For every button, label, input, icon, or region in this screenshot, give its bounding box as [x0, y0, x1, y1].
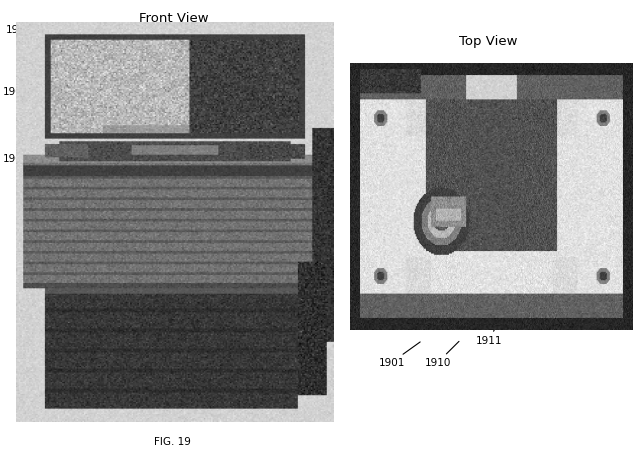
Text: Front View: Front View	[139, 12, 208, 25]
Text: 1909: 1909	[38, 206, 65, 216]
Text: FIG. 19: FIG. 19	[153, 436, 191, 446]
Text: 1912: 1912	[64, 291, 93, 301]
Text: 1908: 1908	[202, 105, 261, 132]
Text: 1904: 1904	[381, 188, 426, 214]
Text: 1901: 1901	[192, 206, 219, 216]
Text: 1903: 1903	[362, 239, 407, 257]
Text: 1911: 1911	[476, 319, 503, 346]
Text: 1905: 1905	[3, 87, 58, 109]
Text: 1906: 1906	[6, 25, 65, 50]
Text: Top View: Top View	[458, 35, 517, 48]
Text: 1901: 1901	[378, 342, 420, 368]
Text: 1910: 1910	[424, 341, 459, 368]
Text: 1907: 1907	[3, 153, 58, 166]
Text: 1902: 1902	[462, 179, 489, 200]
